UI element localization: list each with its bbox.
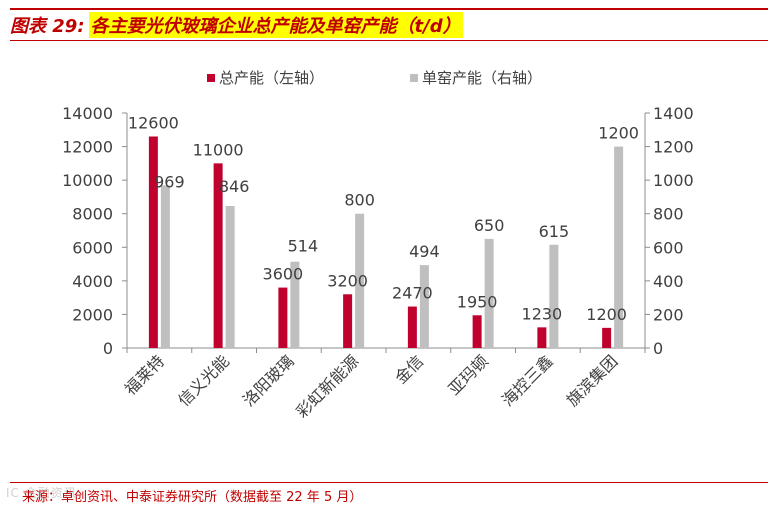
bar-total-capacity — [602, 327, 612, 348]
bar-total-capacity — [537, 327, 547, 348]
bar-total-capacity — [343, 294, 353, 348]
label-total-capacity: 2470 — [392, 284, 433, 303]
bar-kiln-capacity — [160, 185, 170, 348]
bar-total-capacity — [213, 163, 223, 348]
label-total-capacity: 3600 — [263, 265, 304, 284]
legend-swatch-kiln — [410, 74, 418, 82]
left-tick-label: 8000 — [72, 205, 113, 224]
label-total-capacity: 1230 — [522, 304, 563, 323]
left-tick-label: 12000 — [62, 138, 113, 157]
left-tick-label: 14000 — [62, 104, 113, 123]
label-total-capacity: 1950 — [457, 292, 498, 311]
data-labels: 12600 969 11000 846 3600 514 3200 800 2470 494 195… — [128, 114, 639, 324]
right-tick-label: 0 — [653, 339, 663, 358]
left-tick-label: 10000 — [62, 171, 113, 190]
label-kiln-capacity: 800 — [344, 191, 375, 210]
top-rule — [10, 8, 768, 10]
bar-total-capacity — [407, 306, 417, 348]
right-tick-label: 200 — [653, 305, 684, 324]
x-category-label: 亚玛顿 — [445, 351, 492, 398]
legend-label-kiln: 单窑产能（右轴） — [422, 69, 542, 87]
left-tick-label: 6000 — [72, 238, 113, 257]
label-kiln-capacity: 494 — [409, 242, 440, 261]
bar-total-capacity — [148, 136, 158, 348]
bar-kiln-capacity — [549, 244, 559, 348]
label-kiln-capacity: 615 — [539, 222, 570, 241]
bar-kiln-capacity — [614, 146, 624, 348]
x-category-label: 福莱特 — [121, 351, 168, 398]
x-category-label: 金信 — [391, 351, 427, 387]
label-kiln-capacity: 514 — [288, 237, 319, 256]
x-category-label: 旗滨集团 — [563, 351, 622, 410]
figure-label: 图表 29: — [10, 16, 85, 37]
label-total-capacity: 11000 — [193, 140, 244, 159]
right-tick-label: 1400 — [653, 104, 694, 123]
x-category-label: 洛阳玻璃 — [239, 351, 298, 410]
figure-title: 各主要光伏玻璃企业总产能及单窑产能（t/d） — [88, 12, 463, 38]
title-rule — [10, 40, 768, 41]
label-kiln-capacity: 969 — [154, 172, 185, 191]
legend: 总产能（左轴） 单窑产能（右轴） — [207, 69, 542, 87]
bar-total-capacity — [278, 287, 288, 348]
x-category-label: 信义光能 — [174, 351, 233, 410]
right-tick-label: 400 — [653, 272, 684, 291]
x-category-label: 海控三鑫 — [498, 351, 557, 410]
bar-kiln-capacity — [419, 265, 429, 348]
bar-total-capacity — [472, 315, 482, 348]
x-category-label: 彩虹新能源 — [292, 351, 362, 421]
label-total-capacity: 3200 — [327, 271, 368, 290]
bar-kiln-capacity — [225, 205, 235, 348]
right-tick-label: 1000 — [653, 171, 694, 190]
bottom-rule — [10, 482, 768, 483]
label-kiln-capacity: 846 — [219, 177, 250, 196]
legend-swatch-total — [207, 74, 215, 82]
label-kiln-capacity: 650 — [474, 216, 505, 235]
bar-kiln-capacity — [290, 261, 300, 348]
bar-kiln-capacity — [355, 213, 365, 348]
label-total-capacity: 12600 — [128, 114, 179, 133]
source-note: 来源：卓创资讯、中泰证券研究所（数据截至 22 年 5 月） — [22, 490, 363, 505]
left-tick-label: 0 — [103, 339, 113, 358]
label-total-capacity: 1200 — [586, 305, 627, 324]
label-kiln-capacity: 1200 — [598, 124, 639, 143]
watermark: IC 金融资讯 — [6, 486, 77, 500]
left-tick-label: 2000 — [72, 305, 113, 324]
bars — [148, 136, 624, 348]
figure-header: 图表 29: 各主要光伏玻璃企业总产能及单窑产能（t/d） — [10, 12, 463, 38]
left-tick-label: 4000 — [72, 272, 113, 291]
legend-label-total: 总产能（左轴） — [219, 69, 324, 87]
right-tick-label: 600 — [653, 238, 684, 257]
bar-kiln-capacity — [484, 238, 494, 348]
right-tick-label: 800 — [653, 205, 684, 224]
right-tick-label: 1200 — [653, 138, 694, 157]
capacity-chart: 总产能（左轴） 单窑产能（右轴） 020004000600080001000012… — [62, 69, 694, 421]
